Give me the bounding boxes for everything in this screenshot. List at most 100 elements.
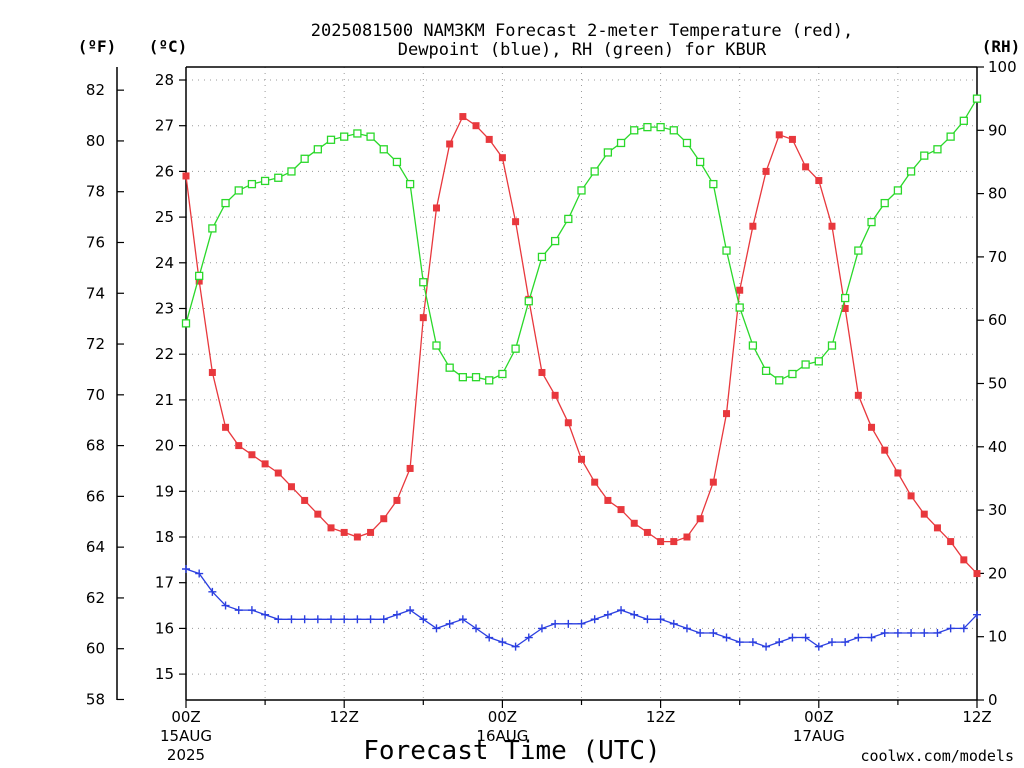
rh-point bbox=[775, 376, 784, 385]
fahrenheit-tick-label: 60 bbox=[86, 640, 105, 658]
dewpoint-point bbox=[973, 610, 981, 619]
temperature-point bbox=[854, 391, 862, 399]
rh-point bbox=[709, 179, 718, 189]
rh-point bbox=[682, 138, 692, 148]
rh-point bbox=[405, 179, 415, 189]
rh-tick-label: 90 bbox=[988, 121, 1007, 139]
time-tick-label: 12Z bbox=[330, 708, 359, 726]
temperature-point bbox=[485, 135, 493, 143]
dewpoint-point bbox=[419, 615, 428, 624]
credit-label: coolwx.com/models bbox=[860, 747, 1014, 765]
dewpoint-point bbox=[445, 619, 454, 628]
temperature-point bbox=[788, 135, 796, 143]
rh-point bbox=[234, 186, 243, 195]
dewpoint-point bbox=[867, 633, 876, 642]
temperature-point bbox=[841, 305, 849, 312]
rh-point bbox=[801, 360, 810, 369]
dewpoint-point bbox=[748, 638, 757, 647]
temperature-point bbox=[960, 556, 968, 564]
temperature-point bbox=[327, 524, 335, 532]
fahrenheit-tick-label: 78 bbox=[86, 183, 105, 201]
dewpoint-point bbox=[274, 615, 283, 624]
rh-tick-label: 40 bbox=[988, 438, 1007, 456]
rh-point bbox=[972, 94, 982, 103]
temperature-point bbox=[696, 515, 704, 523]
celsius-tick-label: 15 bbox=[155, 665, 174, 683]
dewpoint-point bbox=[722, 633, 731, 642]
rh-point bbox=[287, 167, 296, 176]
rh-tick-label: 80 bbox=[988, 185, 1007, 203]
celsius-tick-label: 26 bbox=[155, 162, 174, 180]
rh-point bbox=[511, 344, 520, 353]
temperature-point bbox=[353, 533, 361, 541]
dewpoint-point bbox=[907, 628, 916, 637]
temperature-point bbox=[591, 478, 599, 486]
rh-tick-label: 50 bbox=[988, 375, 1007, 393]
rh-point bbox=[933, 145, 942, 154]
temperature-point bbox=[578, 455, 585, 463]
temperature-point bbox=[512, 218, 520, 226]
rh-point bbox=[181, 319, 191, 328]
rh-point bbox=[656, 122, 665, 132]
rh-series bbox=[181, 94, 982, 385]
rh-tick-label: 70 bbox=[988, 248, 1007, 266]
temperature-point bbox=[406, 464, 414, 472]
fahrenheit-tick-label: 62 bbox=[86, 589, 105, 607]
rh-point bbox=[221, 198, 230, 208]
temperature-point bbox=[301, 496, 309, 504]
time-tick-label: 00Z bbox=[804, 708, 833, 726]
dewpoint-point bbox=[788, 633, 797, 642]
temperature-point bbox=[868, 423, 876, 431]
rh-point bbox=[432, 341, 441, 350]
temperature-point bbox=[604, 496, 612, 504]
dewpoint-point bbox=[814, 642, 823, 651]
rh-point bbox=[616, 138, 626, 148]
temperature-point bbox=[551, 391, 559, 399]
celsius-tick-label: 27 bbox=[155, 117, 174, 135]
rh-point bbox=[419, 278, 428, 287]
temperature-point bbox=[749, 222, 757, 230]
dewpoint-point bbox=[537, 624, 546, 633]
temperature-point bbox=[709, 478, 717, 486]
dewpoint-point bbox=[327, 615, 336, 624]
fahrenheit-tick-label: 76 bbox=[86, 233, 105, 251]
temperature-point bbox=[367, 528, 375, 536]
rh-point bbox=[906, 167, 916, 176]
temperature-point bbox=[208, 368, 216, 376]
rh-point bbox=[669, 126, 678, 135]
temperature-point bbox=[683, 533, 691, 541]
celsius-tick-label: 19 bbox=[155, 482, 174, 500]
rh-point bbox=[827, 341, 837, 350]
dewpoint-point bbox=[247, 606, 256, 615]
dewpoint-point bbox=[261, 610, 270, 619]
dewpoint-point bbox=[392, 610, 401, 619]
temperature-point bbox=[643, 528, 651, 536]
rh-point bbox=[788, 369, 797, 379]
rh-point bbox=[959, 116, 968, 125]
rh-unit-label: (RH) bbox=[982, 37, 1021, 56]
rh-point bbox=[814, 357, 823, 366]
celsius-tick-label: 16 bbox=[155, 619, 174, 637]
rh-line bbox=[185, 98, 978, 382]
dewpoint-point bbox=[340, 615, 349, 624]
x-axis-title: Forecast Time (UTC) bbox=[363, 736, 660, 766]
temperature-point bbox=[248, 451, 256, 459]
dewpoint-point bbox=[300, 615, 309, 624]
rh-tick-label: 20 bbox=[988, 564, 1007, 582]
rh-point bbox=[485, 376, 494, 385]
celsius-tick-label: 23 bbox=[155, 300, 174, 318]
rh-tick-label: 30 bbox=[988, 501, 1007, 519]
dewpoint-point bbox=[406, 606, 415, 615]
dewpoint-point bbox=[735, 638, 744, 647]
rh-point bbox=[340, 132, 349, 141]
rh-point bbox=[630, 126, 639, 135]
celsius-tick-label: 24 bbox=[155, 254, 174, 272]
fahrenheit-tick-label: 80 bbox=[86, 132, 105, 150]
rh-tick-label: 100 bbox=[988, 58, 1017, 76]
temperature-point bbox=[340, 528, 348, 536]
celsius-tick-label: 17 bbox=[155, 574, 174, 592]
rh-point bbox=[735, 303, 744, 312]
temperature-point bbox=[802, 163, 810, 171]
dewpoint-point bbox=[524, 633, 533, 642]
rh-point bbox=[893, 186, 903, 195]
